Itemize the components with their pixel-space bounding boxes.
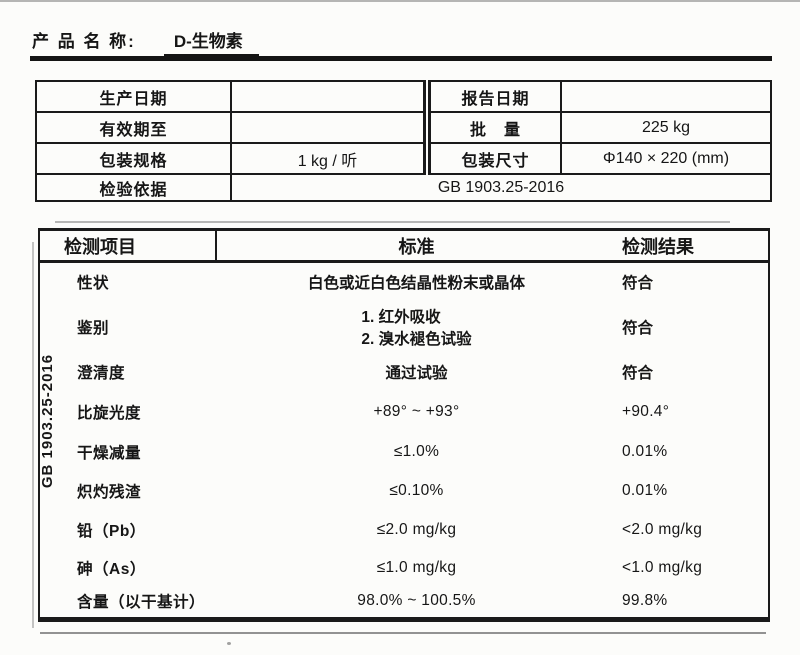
table-row: 检验依据 GB 1903.25-2016 <box>35 173 772 202</box>
test-row-clarity: 澄清度 通过试验 符合 <box>39 353 769 392</box>
test-standard-value: ≤1.0% <box>393 443 440 460</box>
test-result-value: +90.4° <box>622 403 670 420</box>
info-label-packing-size: 包装尺寸 <box>423 142 562 175</box>
column-header-standard: 标准 <box>239 229 594 263</box>
table-row: 有效期至 批 量 225 kg <box>35 111 772 144</box>
info-value-production-date <box>230 80 428 113</box>
test-result-value: <1.0 mg/kg <box>622 558 703 576</box>
scan-edge-line <box>0 0 800 2</box>
standard-line-1: 1. 红外吸收 <box>361 308 441 326</box>
test-row-specific-rotation: 比旋光度 +89° ~ +93° +90.4° <box>39 392 769 433</box>
info-value-report-date <box>560 80 772 113</box>
info-label-valid-until: 有效期至 <box>35 111 232 144</box>
info-value-packing-size: Φ140 × 220 (mm) <box>560 142 772 175</box>
test-row-appearance: 性状 白色或近白色结晶性粉末或晶体 符合 <box>39 262 769 301</box>
test-standard-value: ≤2.0 mg/kg <box>376 521 457 538</box>
test-item-name: 砷（As） <box>77 560 146 578</box>
product-name-label: 产 品 名 称: <box>32 32 136 51</box>
test-row-assay: 含量（以干基计） 98.0% ~ 100.5% 99.8% <box>39 586 769 620</box>
table-header-row: 检测项目 标准 检测结果 <box>39 229 769 263</box>
test-row-arsenic: 砷（As） ≤1.0 mg/kg <1.0 mg/kg <box>39 550 769 586</box>
test-row-lead: 铅（Pb） ≤2.0 mg/kg <2.0 mg/kg <box>39 511 769 550</box>
product-name-value: D-生物素 <box>163 32 259 56</box>
column-header-test-item: 检测项目 <box>39 229 239 263</box>
test-standard-value: 通过试验 <box>385 365 448 382</box>
test-row-identification: 鉴别 1. 红外吸收 2. 溴水褪色试验 符合 <box>39 301 769 353</box>
test-results-table: 检测项目 标准 检测结果 性状 白色或近白色结晶性粉末或晶体 符合 鉴别 1. … <box>38 228 770 622</box>
info-table: 生产日期 报告日期 有效期至 批 量 225 kg 包装规格 1 kg / 听 … <box>35 80 772 202</box>
test-standard-value: +89° ~ +93° <box>373 403 460 420</box>
test-result-value: 符合 <box>622 274 654 292</box>
test-result-value: 符合 <box>622 365 654 382</box>
test-row-loss-on-drying: 干燥减量 ≤1.0% 0.01% <box>39 433 769 472</box>
header-cell-divider <box>215 231 217 263</box>
test-row-residue-on-ignition: 炽灼残渣 ≤0.10% 0.01% <box>39 472 769 511</box>
test-result-value: 0.01% <box>622 443 668 460</box>
test-item-name: 铅（Pb） <box>77 523 146 540</box>
table-row: 包装规格 1 kg / 听 包装尺寸 Φ140 × 220 (mm) <box>35 142 772 175</box>
test-item-name: 鉴别 <box>77 319 110 337</box>
info-label-batch-quantity: 批 量 <box>423 111 562 144</box>
test-standard-value: 白色或近白色结晶性粉末或晶体 <box>307 274 525 292</box>
info-label-inspection-basis: 检验依据 <box>35 173 232 202</box>
test-result-value: 符合 <box>622 319 654 337</box>
table-row: 生产日期 报告日期 <box>35 80 772 113</box>
test-result-value: <2.0 mg/kg <box>622 521 703 538</box>
test-item-name: 澄清度 <box>77 365 126 382</box>
test-standard-value: 98.0% ~ 100.5% <box>357 592 476 610</box>
test-result-value: 99.8% <box>622 592 668 610</box>
test-item-name: 比旋光度 <box>77 405 142 422</box>
info-value-inspection-basis: GB 1903.25-2016 <box>230 173 772 202</box>
product-title-row: 产 品 名 称: D-生物素 <box>32 27 259 56</box>
title-divider-rule <box>30 56 772 61</box>
standard-line-2: 2. 溴水褪色试验 <box>361 330 472 348</box>
info-label-packing-spec: 包装规格 <box>35 142 232 175</box>
side-standard-label: GB 1903.25-2016 <box>39 353 56 489</box>
test-standard-value: 1. 红外吸收 2. 溴水褪色试验 <box>239 301 594 353</box>
info-value-batch-quantity: 225 kg <box>560 111 772 144</box>
info-value-packing-spec: 1 kg / 听 <box>230 142 428 175</box>
test-item-name: 含量（以干基计） <box>77 594 206 612</box>
info-value-valid-until <box>230 111 428 144</box>
test-standard-value: ≤0.10% <box>389 482 444 499</box>
info-label-report-date: 报告日期 <box>423 80 562 113</box>
info-label-production-date: 生产日期 <box>35 80 232 113</box>
scan-double-border-left <box>32 242 34 628</box>
test-result-value: 0.01% <box>622 482 668 499</box>
test-item-name: 干燥减量 <box>77 445 142 462</box>
test-standard-value: ≤1.0 mg/kg <box>376 558 457 576</box>
scan-double-border-bottom <box>40 632 766 634</box>
test-item-name: 性状 <box>77 274 110 292</box>
test-item-name: 炽灼残渣 <box>77 484 142 501</box>
scan-speck <box>227 642 231 645</box>
scan-double-border-top <box>55 221 730 223</box>
column-header-result: 检测结果 <box>594 229 769 263</box>
